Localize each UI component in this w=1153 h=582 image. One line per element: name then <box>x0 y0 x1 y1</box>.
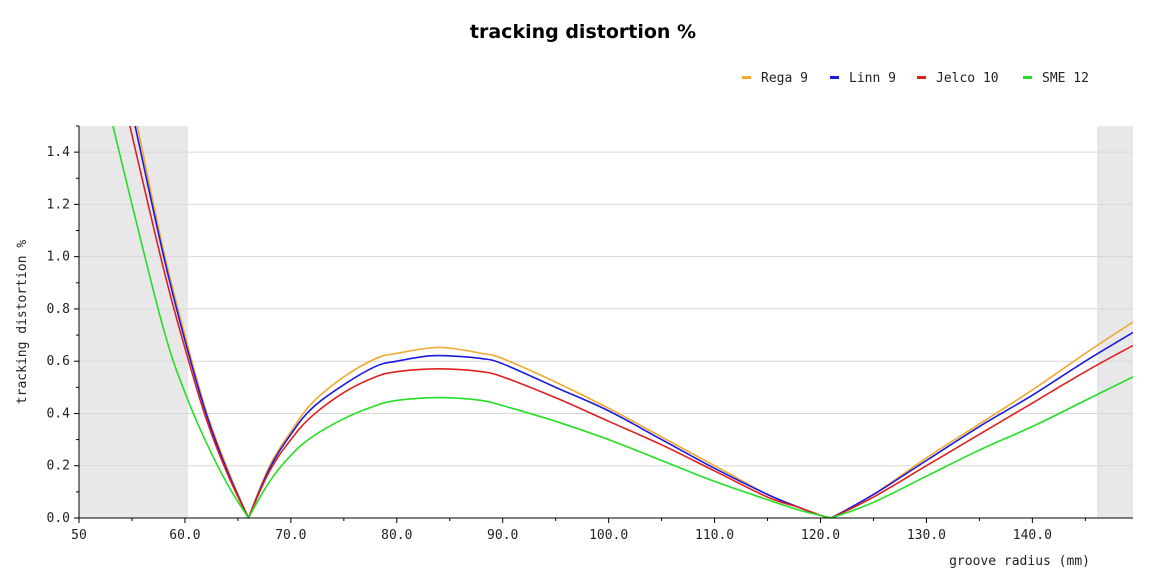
x-axis-label: groove radius (mm) <box>949 554 1090 569</box>
y-tick-label-3: 0.6 <box>47 354 70 369</box>
legend-item-linn-9: Linn 9 <box>830 71 896 86</box>
x-tick-label-4: 90.0 <box>487 528 518 543</box>
x-tick-label-9: 140.0 <box>1013 528 1052 543</box>
shaded-region-0 <box>79 126 189 518</box>
y-tick-label-0: 0.0 <box>47 511 70 526</box>
legend-item-jelco-10: Jelco 10 <box>917 71 999 86</box>
legend-label: SME 12 <box>1042 71 1089 86</box>
grid <box>79 151 1133 467</box>
x-tick-label-3: 80.0 <box>381 528 412 543</box>
chart-title: tracking distortion % <box>470 21 696 43</box>
series-line-linn-9 <box>134 126 1133 518</box>
y-tick-label-1: 0.2 <box>47 459 70 474</box>
legend: Rega 9 Linn 9 Jelco 10 SME 12 <box>742 71 1089 86</box>
legend-swatch <box>1023 76 1032 79</box>
y-tick-label-6: 1.2 <box>47 197 70 212</box>
x-tick-label-5: 100.0 <box>589 528 628 543</box>
x-tick-label-2: 70.0 <box>275 528 306 543</box>
y-tick-label-5: 1.0 <box>47 250 70 265</box>
series-line-jelco-10 <box>129 126 1133 518</box>
y-tick-label-7: 1.4 <box>47 145 71 160</box>
legend-swatch <box>742 76 751 79</box>
legend-item-rega-9: Rega 9 <box>742 71 808 86</box>
x-tick-label-1: 60.0 <box>169 528 200 543</box>
axes: 0.0 0.2 0.4 0.6 0.8 1.0 1.2 1.4 50 60.0 70.0 80.0 90… <box>47 125 1133 543</box>
y-axis-label: tracking distortion % <box>15 240 30 405</box>
y-tick-label-4: 0.8 <box>47 302 70 317</box>
x-tick-label-6: 110.0 <box>695 528 734 543</box>
legend-label: Jelco 10 <box>936 71 999 86</box>
x-tick-label-8: 130.0 <box>907 528 946 543</box>
legend-item-sme-12: SME 12 <box>1023 71 1089 86</box>
shaded-regions <box>79 126 1133 518</box>
y-tick-label-2: 0.4 <box>47 406 71 421</box>
shaded-region-1 <box>1096 126 1133 518</box>
legend-label: Rega 9 <box>761 71 808 86</box>
legend-swatch <box>917 76 926 79</box>
series-line-sme-12 <box>112 126 1133 518</box>
legend-swatch <box>830 76 839 79</box>
series-lines <box>112 126 1133 518</box>
x-tick-label-0: 50 <box>71 528 87 543</box>
x-tick-label-7: 120.0 <box>801 528 840 543</box>
legend-label: Linn 9 <box>849 71 896 86</box>
